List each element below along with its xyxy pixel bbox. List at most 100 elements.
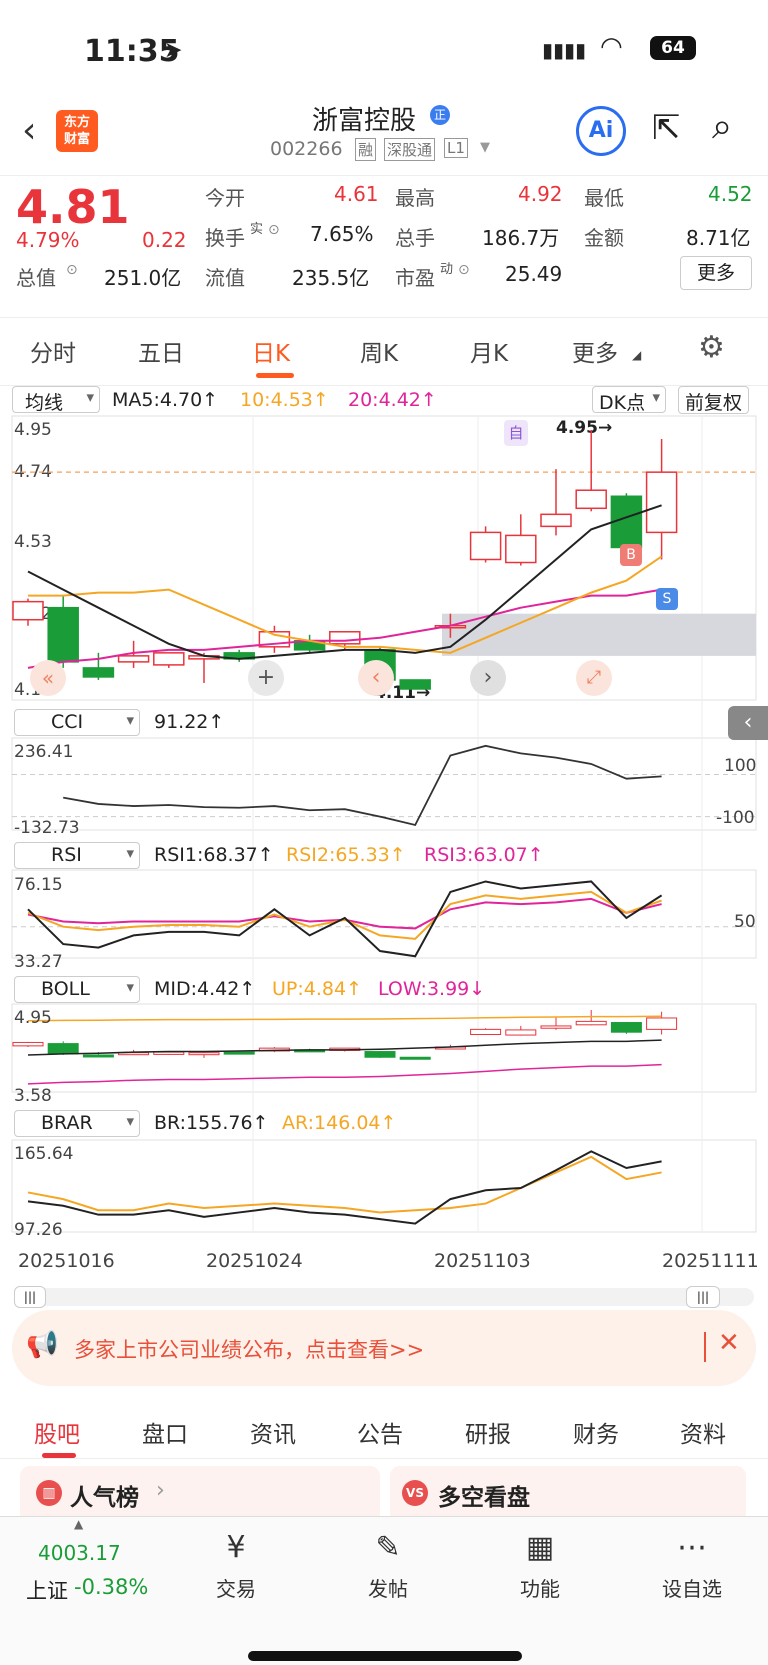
boll-candle-body bbox=[575, 1020, 607, 1026]
add-watchlist-button[interactable]: ⋯ 设自选 bbox=[642, 1529, 742, 1602]
tab-weekly-k[interactable]: 周K bbox=[360, 341, 399, 367]
long-short-label: 多空看盘 bbox=[438, 1485, 530, 1511]
low-value: 4.52 bbox=[708, 182, 753, 206]
kline-and-indicator-charts[interactable] bbox=[0, 0, 768, 1300]
banner-text[interactable]: 多家上市公司业绩公布，点击查看>> bbox=[74, 1338, 425, 1362]
turnover-sup: 实 bbox=[250, 222, 264, 237]
megaphone-icon: 📢 bbox=[26, 1330, 59, 1360]
chevron-right-icon: › bbox=[156, 1478, 165, 1503]
range-handle-left[interactable]: ||| bbox=[14, 1286, 46, 1308]
ma10-legend: 10:4.53↑ bbox=[240, 389, 329, 411]
announcement-banner[interactable]: 📢 多家上市公司业绩公布，点击查看>> ✕ bbox=[12, 1310, 756, 1386]
long-short-card[interactable]: VS 多空看盘 bbox=[390, 1466, 746, 1518]
tab-forum[interactable]: 股吧 bbox=[34, 1422, 80, 1448]
back-icon[interactable]: ‹ bbox=[22, 110, 37, 151]
brar-selector[interactable]: BRAR bbox=[14, 1110, 140, 1137]
ma-selector[interactable]: 均线 bbox=[12, 386, 100, 414]
cci-line bbox=[63, 744, 662, 827]
watchlist-label: 设自选 bbox=[662, 1577, 722, 1601]
rsi3-value: RSI3:63.07↑ bbox=[424, 844, 544, 866]
zoom-out-icon[interactable]: « bbox=[30, 660, 66, 696]
tab-handicap[interactable]: 盘口 bbox=[142, 1422, 188, 1448]
br-value: BR:155.76↑ bbox=[154, 1112, 269, 1134]
ai-button[interactable]: Ai bbox=[576, 106, 626, 156]
cci-ref-top: 100 bbox=[724, 756, 757, 776]
x-tick-1: 20251016 bbox=[18, 1250, 115, 1272]
boll-candle-body bbox=[610, 1022, 642, 1033]
more-button[interactable]: 更多 bbox=[680, 256, 752, 290]
boll-low-line bbox=[27, 1063, 662, 1085]
index-label[interactable]: 上证 bbox=[26, 1579, 68, 1603]
range-scrollbar[interactable]: ||| ||| bbox=[14, 1286, 754, 1308]
change-pct: 4.79% bbox=[16, 228, 80, 252]
mktcap-label: 总值 bbox=[16, 266, 56, 290]
location-icon: ➤ bbox=[164, 38, 183, 63]
post-label: 发帖 bbox=[368, 1577, 408, 1601]
popularity-card[interactable]: ▥ 人气榜 › bbox=[20, 1466, 380, 1518]
boll-mid-line bbox=[27, 1039, 662, 1056]
panel-frame bbox=[11, 415, 757, 701]
close-icon[interactable]: ✕ bbox=[718, 1328, 740, 1358]
functions-button[interactable]: ▦ 功能 bbox=[490, 1529, 590, 1602]
trade-button[interactable]: ¥ 交易 bbox=[186, 1529, 286, 1602]
active-tab-underline bbox=[256, 373, 294, 378]
float-label: 流值 bbox=[205, 266, 245, 290]
search-icon[interactable]: ⌕ bbox=[712, 106, 733, 147]
zoom-in-icon[interactable]: + bbox=[248, 660, 284, 696]
cci-selector[interactable]: CCI bbox=[14, 709, 140, 736]
turnover-value: 7.65% bbox=[310, 222, 374, 246]
tab-monthly-k[interactable]: 月K bbox=[470, 341, 509, 367]
stock-name: 浙富控股 bbox=[312, 106, 417, 136]
candle-body bbox=[117, 655, 150, 663]
tab-research[interactable]: 研报 bbox=[465, 1422, 511, 1448]
tab-more[interactable]: 更多 bbox=[572, 341, 618, 367]
share-icon[interactable]: ⇱ bbox=[652, 108, 681, 148]
candle-body bbox=[469, 531, 502, 561]
chevron-down-icon[interactable]: ▼ bbox=[480, 140, 490, 155]
adjust-button[interactable]: 前复权 bbox=[678, 386, 750, 414]
tab-news[interactable]: 资讯 bbox=[250, 1422, 296, 1448]
settings-icon[interactable]: ⚙ bbox=[698, 330, 725, 365]
candle-body bbox=[399, 679, 431, 690]
logo-text-2: 财富 bbox=[63, 132, 90, 147]
volume-label: 总手 bbox=[395, 226, 435, 250]
rsi-ref: 50 bbox=[734, 912, 756, 932]
range-handle-right[interactable]: ||| bbox=[686, 1286, 720, 1308]
tab-finance[interactable]: 财务 bbox=[573, 1422, 619, 1448]
info-icon[interactable]: ⊙ bbox=[458, 262, 470, 278]
next-icon[interactable]: › bbox=[470, 660, 506, 696]
prev-icon[interactable]: ‹ bbox=[358, 660, 394, 696]
index-change[interactable]: -0.38% bbox=[74, 1575, 149, 1599]
open-label: 今开 bbox=[205, 186, 245, 210]
index-value[interactable]: 4003.17 bbox=[38, 1541, 121, 1565]
post-button[interactable]: ✎ 发帖 bbox=[338, 1529, 438, 1602]
tab-intraday[interactable]: 分时 bbox=[30, 341, 76, 367]
chart-icon: ▥ bbox=[36, 1480, 62, 1506]
ma20-line bbox=[27, 588, 662, 669]
dk-point-button[interactable]: DK点 bbox=[592, 386, 666, 414]
quote-summary: 4.81 4.79% 0.22 总值 ⊙ 251.0亿 今开 4.61 最高 4… bbox=[0, 176, 768, 318]
boll-low: LOW:3.99↓ bbox=[378, 978, 486, 1000]
info-icon[interactable]: ⊙ bbox=[268, 222, 280, 238]
cci-y-top: 236.41 bbox=[14, 742, 74, 762]
tab-5day[interactable]: 五日 bbox=[138, 341, 184, 367]
collapse-side-icon[interactable]: ‹ bbox=[728, 706, 768, 740]
tab-profile[interactable]: 资料 bbox=[680, 1422, 726, 1448]
boll-candle-body bbox=[399, 1056, 431, 1060]
x-tick-3: 20251103 bbox=[434, 1250, 531, 1272]
cci-ref-bottom: -100 bbox=[716, 808, 755, 828]
info-icon[interactable]: ⊙ bbox=[66, 262, 78, 278]
clock: 11:35 bbox=[84, 34, 180, 69]
fullscreen-icon[interactable]: ⤢ bbox=[576, 660, 612, 696]
connect-tag: 深股通 bbox=[384, 138, 436, 161]
high-label: 最高 bbox=[395, 186, 435, 210]
boll-selector[interactable]: BOLL bbox=[14, 976, 140, 1003]
boll-candle-body bbox=[470, 1028, 502, 1035]
rsi-selector[interactable]: RSI bbox=[14, 842, 140, 869]
active-tab-underline bbox=[42, 1453, 76, 1458]
sell-badge: S bbox=[656, 588, 678, 610]
rsi1-value: RSI1:68.37↑ bbox=[154, 844, 274, 866]
tab-notice[interactable]: 公告 bbox=[357, 1422, 403, 1448]
tab-daily-k[interactable]: 日K bbox=[252, 341, 291, 367]
ar-line bbox=[27, 1155, 662, 1214]
